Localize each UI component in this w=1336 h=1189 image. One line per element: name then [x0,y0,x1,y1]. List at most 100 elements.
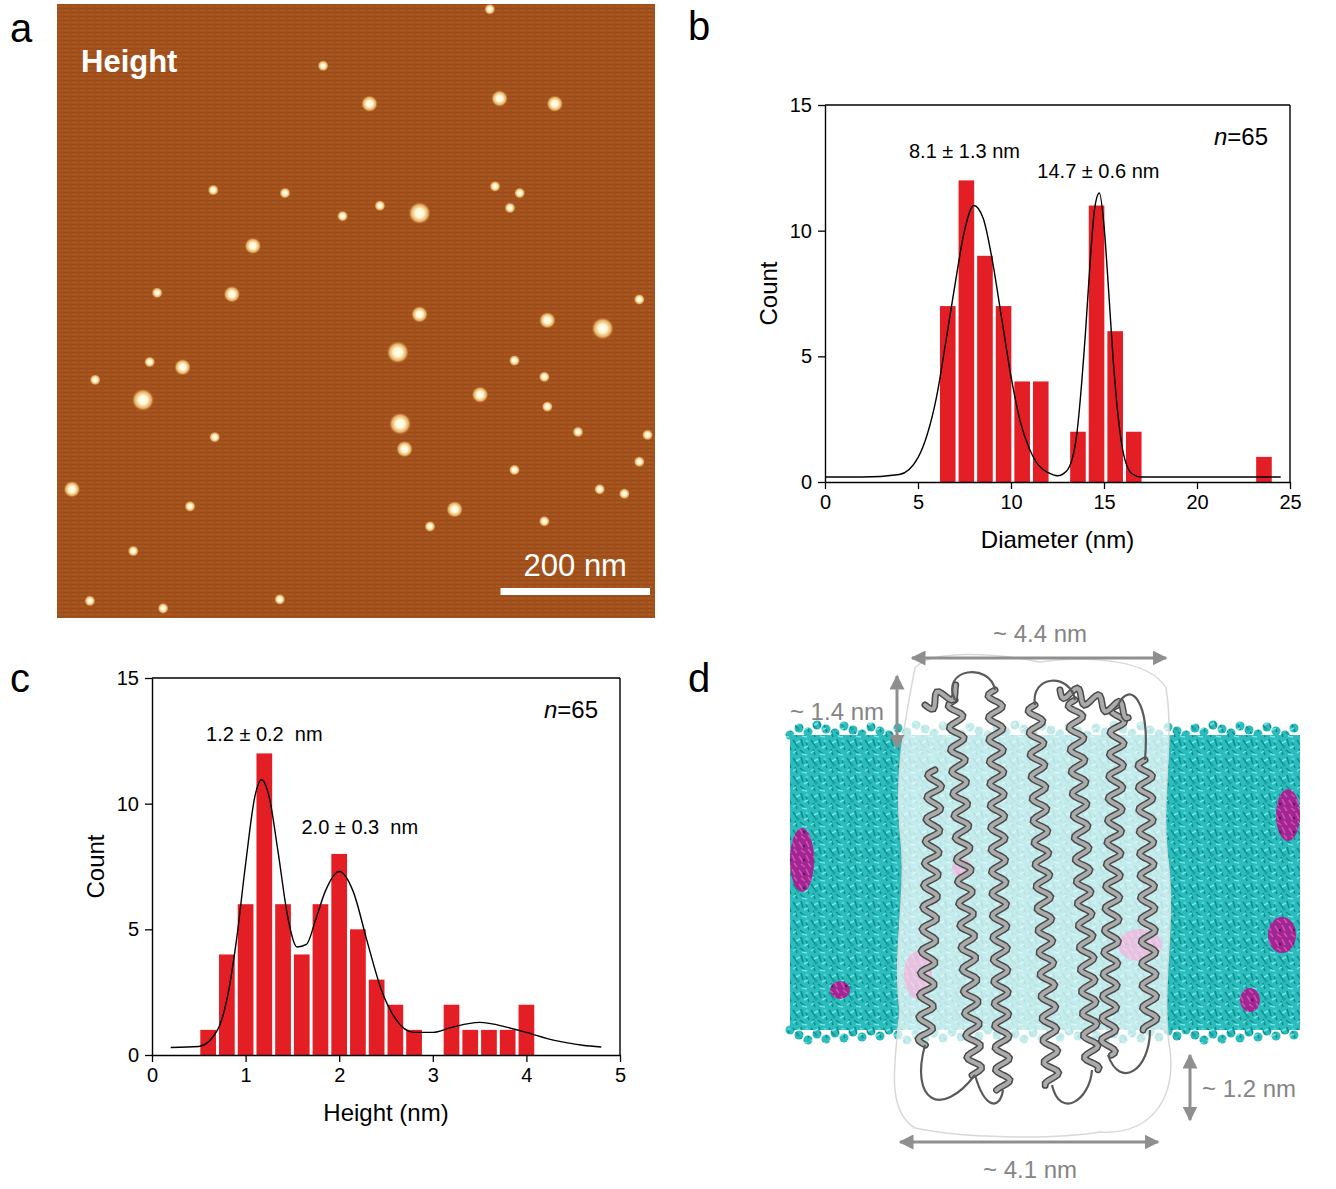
plot-area [171,753,602,1055]
tick-label: 0 [801,471,812,493]
lipid-head [1236,722,1245,731]
particle [244,237,261,254]
loop [952,672,995,700]
lipid-head [1254,730,1263,739]
lipid-head [1263,723,1272,732]
axis-line [152,679,153,1056]
frame-right [1289,105,1290,482]
tick-mark [1011,482,1012,489]
annotation: 8.1 ± 1.3 nm [909,140,1020,162]
tick-mark [526,1055,527,1062]
sample-size-symbol: n [544,696,557,723]
tick-mark [145,929,152,930]
particle [484,4,495,15]
tick-mark [339,1055,340,1062]
histogram-bar [1014,381,1030,482]
tick-mark [145,804,152,805]
particle [132,389,154,411]
lipid-head [1209,721,1218,730]
lipid-head [1173,727,1182,736]
tick: 25 [1279,482,1301,513]
tick-mark [918,482,919,489]
tick-label: 3 [428,1064,439,1086]
helix-outline [1068,700,1099,1070]
particle [274,594,285,605]
histogram-bar [500,1030,516,1055]
lipid-head [867,1027,876,1036]
tick-label: 0 [147,1064,158,1086]
lipid-head [804,728,813,737]
lipid-head [876,727,885,736]
particle [389,413,411,435]
particle [158,603,169,614]
lipid-head [1281,731,1290,740]
particle [209,432,220,443]
tick-label: 10 [790,220,812,242]
particle [472,386,489,403]
lipid-head [858,1033,867,1042]
x-axis-title: Height (nm) [323,1099,448,1126]
lipid-magenta [830,981,850,999]
lipid-head [822,1035,831,1044]
tick-mark [433,1055,434,1062]
scale-bar-label: 200 nm [524,548,627,583]
particle [144,356,155,367]
fit-curve [171,780,602,1048]
helix-outline [1138,760,1157,1030]
annotation: 14.7 ± 0.6 nm [1037,160,1159,182]
lipid-head [786,1026,795,1035]
helix [1068,700,1099,1070]
dimension-label: ~ 4.4 nm [993,620,1087,647]
histogram-bar [462,1030,478,1055]
histogram-bar [238,904,254,1055]
sample-size-value: =65 [557,696,598,723]
lipid-head [849,1028,858,1037]
tick-label: 0 [128,1044,139,1066]
tick: 10 [790,220,825,242]
panel-label: c [10,656,30,700]
particle [318,60,329,71]
lipid-head [1218,1035,1227,1044]
dimension-arrow [1189,1055,1192,1120]
tick-mark [818,482,825,483]
tick: 10 [1000,482,1022,513]
tick-mark [1104,482,1105,489]
histogram-bar [406,1030,422,1055]
tick-label: 0 [820,491,831,513]
tick-mark [1290,482,1291,489]
tick: 5 [128,918,152,940]
panel-label: b [688,4,710,48]
image-background [57,4,655,618]
histogram-bar [275,904,291,1055]
particle [446,501,463,518]
x-axis: 0510152025 [820,482,1302,513]
helix-outline [1102,705,1125,1055]
helix [1102,705,1125,1055]
lipid-head [1245,726,1254,735]
particle [591,317,613,339]
particle [489,181,500,192]
dimension-label: ~ 4.1 nm [983,1156,1077,1183]
tick-mark [245,1055,246,1062]
plot-area [825,180,1281,482]
particle [152,287,163,298]
lipid-head [1218,725,1227,734]
lipid-head [1281,1026,1290,1035]
particle [424,521,435,532]
tick: 0 [820,482,831,513]
particle [64,481,81,498]
dimension-arrow [912,657,1166,660]
histogram-bar [444,1005,460,1055]
tick-mark [620,1055,621,1062]
scale-bar [501,588,651,595]
tick: 1 [241,1055,252,1086]
annotation: 2.0 ± 0.3 nm [301,816,418,838]
lipid-head [822,725,831,734]
fit-curve [825,193,1281,477]
y-axis-title: Count [755,261,782,325]
lipid-head [804,1036,813,1045]
tick-label: 5 [801,345,812,367]
sample-size-value: =65 [1227,123,1268,150]
particle [634,294,645,305]
lipid-magenta [790,828,814,892]
